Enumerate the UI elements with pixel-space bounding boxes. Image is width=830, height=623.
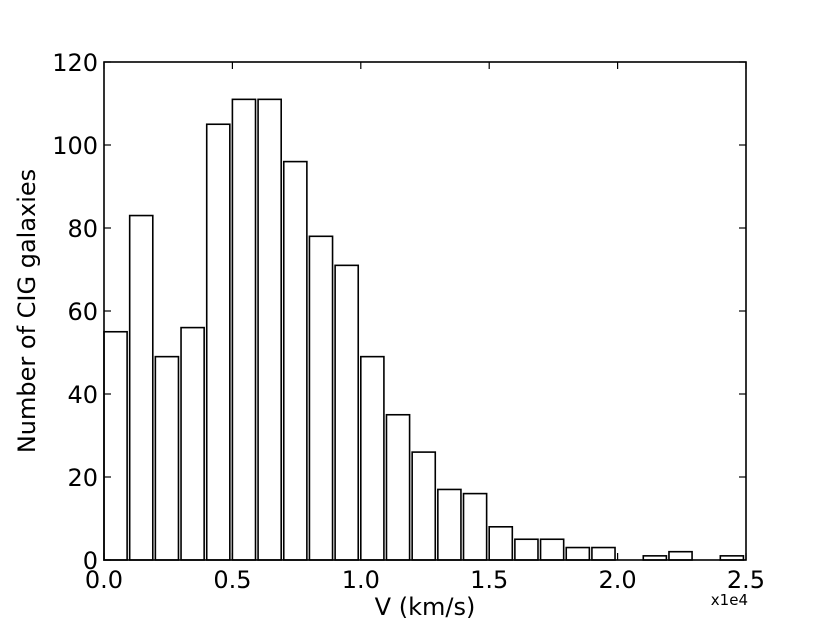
y-tick-label: 20 [67, 464, 98, 492]
histogram-bar [359, 355, 385, 561]
histogram-bar [128, 214, 154, 561]
histogram-bar [411, 451, 437, 561]
y-axis-label: Number of CIG galaxies [13, 169, 41, 453]
y-tick-label: 120 [52, 49, 98, 77]
y-tick-label: 80 [67, 215, 98, 243]
histogram-bar [257, 98, 282, 561]
histogram-bar [488, 525, 514, 561]
histogram-bar [591, 546, 616, 561]
y-tick-label: 60 [67, 298, 98, 326]
histogram-bar [231, 98, 257, 561]
y-tick-label: 0 [83, 547, 98, 575]
histogram-bar [308, 235, 334, 561]
x-tick-label: 1.5 [470, 566, 508, 594]
histogram-bar [437, 488, 462, 561]
y-tick-label: 100 [52, 132, 98, 160]
bars-group [103, 98, 745, 561]
histogram-bar [385, 413, 411, 561]
histogram-bar [154, 355, 180, 561]
x-tick-label: 2.0 [599, 566, 637, 594]
histogram-bar [668, 550, 693, 561]
histogram-bar [103, 330, 128, 561]
x-axis-offset-label: x1e4 [711, 591, 748, 609]
histogram-bar [514, 538, 539, 561]
x-tick-label: 0.5 [213, 566, 251, 594]
ticks-group [103, 61, 747, 561]
histogram-bar [282, 160, 308, 561]
tick-labels-group: 0.0 0.5 1.0 1.5 2.0 2.5 0 20 40 60 80 100 120 [52, 49, 765, 594]
histogram-bar [462, 492, 488, 561]
histogram-bar [565, 546, 591, 561]
histogram-bar [205, 123, 231, 561]
x-axis-label: V (km/s) [375, 593, 476, 621]
x-tick-label: 1.0 [342, 566, 380, 594]
histogram-bar [180, 326, 205, 561]
x-tick-label: 0.0 [85, 566, 123, 594]
histogram-bar [539, 538, 565, 561]
histogram-bar [334, 264, 360, 561]
y-tick-label: 40 [67, 381, 98, 409]
x-tick-label: 2.5 [727, 566, 765, 594]
